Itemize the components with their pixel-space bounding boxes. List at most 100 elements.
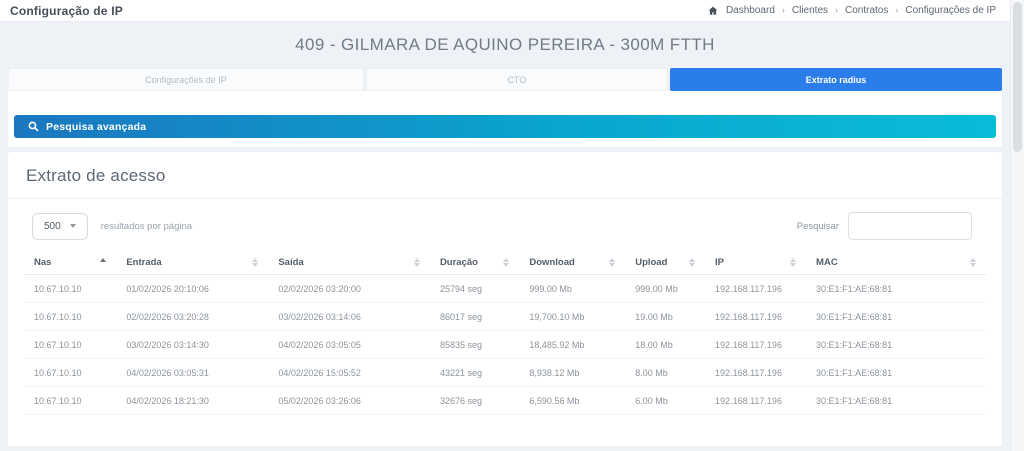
page-size-label: resultados por página [100, 220, 193, 232]
cell-ip: 192.168.117.196 [715, 367, 782, 378]
column-label: Entrada [126, 256, 162, 268]
breadcrumb-item-configura-es-de-ip[interactable]: Configurações de IP [905, 5, 996, 16]
cell-download: 18,485.92 Mb [529, 339, 585, 350]
sort-icon [609, 257, 616, 267]
tab-configura-es-de-ip[interactable]: Configurações de IP [8, 68, 364, 91]
column-header-dura-o[interactable]: Duração [430, 257, 519, 268]
sort-icon [790, 257, 797, 267]
cell-dura-o: 43221 seg [439, 367, 482, 378]
cell-nas: 10.67.10.10 [34, 283, 82, 294]
table-row: 10.67.10.10 04/02/2026 03:05:31 04/02/2026… [24, 359, 986, 387]
scrollbar[interactable] [1010, 0, 1024, 451]
page-title: Configuração de IP [10, 3, 123, 18]
cell-mac: 30:E1:F1:AE:68:81 [816, 311, 893, 322]
search-field-label: Pesquisar [796, 220, 839, 232]
cell-sa-da: 05/02/2026 03:26:06 [278, 395, 361, 406]
page-size-value: 500 [44, 220, 61, 232]
cell-nas: 10.67.10.10 [34, 311, 82, 322]
cell-upload: 6.00 Mb [635, 395, 668, 406]
column-label: Upload [635, 256, 668, 268]
cell-nas: 10.67.10.10 [34, 367, 82, 378]
chevron-down-icon [69, 224, 76, 228]
cell-upload: 8.00 Mb [635, 367, 668, 378]
breadcrumb-separator: › [895, 5, 899, 15]
cell-dura-o: 25794 seg [439, 283, 482, 294]
search-icon [28, 121, 39, 132]
cell-entrada: 01/02/2026 20:10:06 [126, 283, 209, 294]
cell-download: 999.00 Mb [529, 283, 572, 294]
advanced-search-label: Pesquisa avançada [46, 120, 147, 133]
home-icon [708, 6, 718, 16]
sort-icon [413, 257, 420, 267]
cell-dura-o: 32676 seg [439, 395, 482, 406]
cell-mac: 30:E1:F1:AE:68:81 [816, 395, 893, 406]
cell-ip: 192.168.117.196 [715, 311, 782, 322]
cell-ip: 192.168.117.196 [715, 283, 782, 294]
breadcrumb-item-dashboard[interactable]: Dashboard [725, 5, 775, 16]
breadcrumb-separator: › [781, 5, 785, 15]
cell-entrada: 03/02/2026 03:14:30 [126, 339, 209, 350]
column-header-nas[interactable]: Nas [24, 257, 116, 268]
column-header-entrada[interactable]: Entrada [116, 257, 268, 268]
breadcrumb-item-clientes[interactable]: Clientes [791, 5, 829, 16]
scrollbar-thumb[interactable] [1013, 2, 1022, 152]
cell-upload: 999.00 Mb [635, 283, 678, 294]
cell-sa-da: 04/02/2026 03:05:05 [278, 339, 361, 350]
advanced-search-button[interactable]: Pesquisa avançada [14, 115, 996, 138]
breadcrumb: Dashboard › Clientes › Contratos › Configuraçõ… [708, 5, 996, 16]
search-card: Pesquisa avançada [8, 91, 1002, 147]
cell-ip: 192.168.117.196 [715, 395, 782, 406]
table-header-row: Nas Entrada Saída Duração Download Upload IP MA… [24, 250, 986, 275]
tab-bar: Configurações de IP CTO Extrato radius [8, 68, 1002, 91]
column-label: Duração [439, 256, 478, 268]
cell-download: 6,590.56 Mb [529, 395, 580, 406]
breadcrumb-separator: › [835, 5, 839, 15]
access-card: Extrato de acesso 500 resultados por pág… [8, 152, 1002, 446]
column-header-upload[interactable]: Upload [625, 257, 705, 268]
divider [8, 198, 1002, 199]
column-header-mac[interactable]: MAC [806, 257, 986, 268]
cell-nas: 10.67.10.10 [34, 395, 82, 406]
cell-mac: 30:E1:F1:AE:68:81 [816, 283, 893, 294]
page-header: 409 - GILMARA DE AQUINO PEREIRA - 300M F… [0, 22, 1010, 68]
tab-extrato-radius[interactable]: Extrato radius [670, 68, 1002, 91]
sort-icon [689, 257, 696, 267]
sort-icon [969, 257, 976, 267]
table-row: 10.67.10.10 04/02/2026 18:21:30 05/02/2026… [24, 387, 986, 415]
cell-dura-o: 85835 seg [439, 339, 482, 350]
column-header-sa-da[interactable]: Saída [268, 257, 430, 268]
table-row: 10.67.10.10 03/02/2026 03:14:30 04/02/2026… [24, 331, 986, 359]
column-label: Nas [34, 256, 52, 268]
cell-ip: 192.168.117.196 [715, 339, 782, 350]
cell-entrada: 04/02/2026 18:21:30 [126, 395, 209, 406]
column-label: Download [529, 256, 575, 268]
cell-entrada: 02/02/2026 03:20:28 [126, 311, 209, 322]
cell-dura-o: 86017 seg [439, 311, 482, 322]
table-row: 10.67.10.10 01/02/2026 20:10:06 02/02/2026… [24, 275, 986, 303]
table-row: 10.67.10.10 02/02/2026 03:20:28 03/02/2026… [24, 303, 986, 331]
access-table: Nas Entrada Saída Duração Download Upload IP MA… [24, 250, 986, 415]
cell-nas: 10.67.10.10 [34, 339, 82, 350]
table-body: 10.67.10.10 01/02/2026 20:10:06 02/02/2026… [24, 275, 986, 415]
cell-mac: 30:E1:F1:AE:68:81 [816, 339, 893, 350]
cell-sa-da: 02/02/2026 03:20:00 [278, 283, 361, 294]
section-title: Extrato de acesso [26, 166, 166, 185]
tab-cto[interactable]: CTO [365, 68, 669, 91]
page-size-select[interactable]: 500 [32, 212, 88, 240]
cell-upload: 18.00 Mb [635, 339, 673, 350]
cell-upload: 19.00 Mb [635, 311, 673, 322]
column-label: IP [715, 256, 725, 268]
table-search-input[interactable] [848, 212, 972, 240]
column-header-download[interactable]: Download [519, 257, 625, 268]
breadcrumb-item-contratos[interactable]: Contratos [845, 5, 889, 16]
column-label: MAC [816, 256, 838, 268]
sort-icon [503, 257, 510, 267]
column-header-ip[interactable]: IP [705, 257, 806, 268]
cell-sa-da: 04/02/2026 15:05:52 [278, 367, 361, 378]
column-label: Saída [278, 256, 304, 268]
cell-mac: 30:E1:F1:AE:68:81 [816, 367, 893, 378]
contract-title: 409 - GILMARA DE AQUINO PEREIRA - 300M F… [295, 35, 715, 54]
topbar: Configuração de IP Dashboard › Clientes › Co… [0, 0, 1010, 22]
cell-entrada: 04/02/2026 03:05:31 [126, 367, 209, 378]
